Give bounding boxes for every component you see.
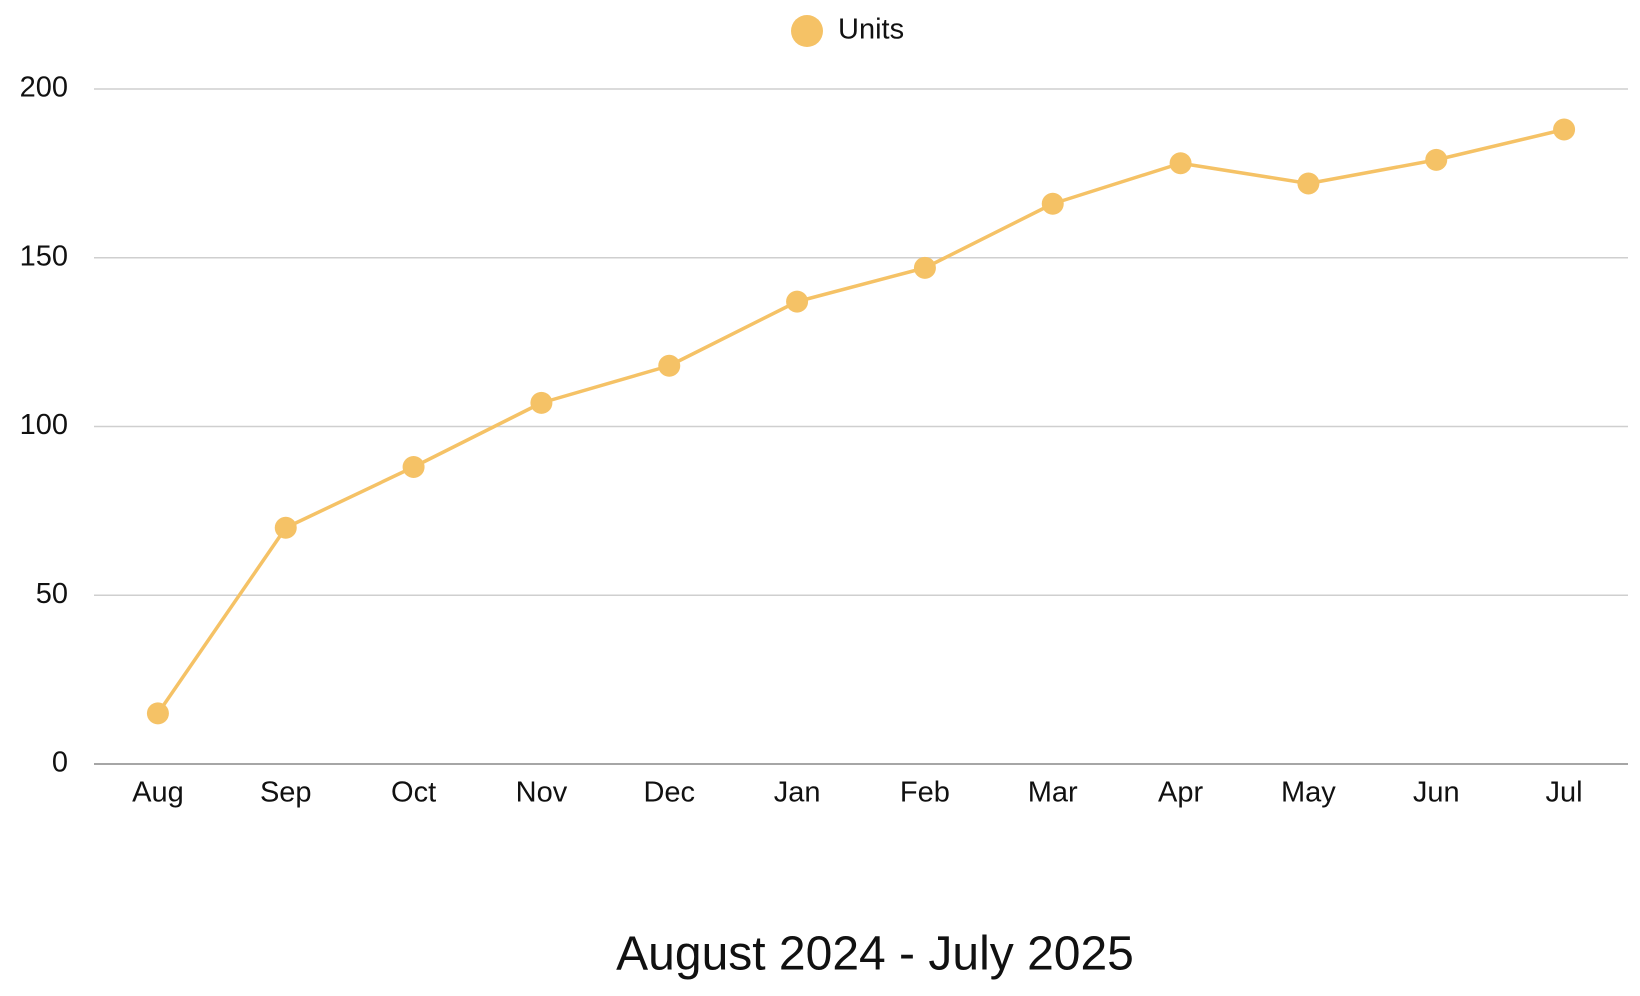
x-tick-label: Jun bbox=[1413, 777, 1460, 809]
x-tick-label: May bbox=[1281, 777, 1336, 809]
point bbox=[274, 516, 297, 539]
y-tick-label: 50 bbox=[36, 578, 68, 610]
x-tick-label: Feb bbox=[900, 777, 950, 809]
y-tick-label: 150 bbox=[20, 240, 68, 272]
x-axis-title: August 2024 - July 2025 bbox=[616, 928, 1134, 981]
legend-marker bbox=[791, 15, 823, 47]
point bbox=[786, 290, 809, 313]
x-tick-label: Jul bbox=[1546, 777, 1583, 809]
x-tick-label: Apr bbox=[1158, 777, 1203, 809]
line bbox=[156, 127, 1565, 715]
x-tick-label: Oct bbox=[391, 777, 436, 809]
x-tick-label: Sep bbox=[260, 777, 312, 809]
y-tick-label: 200 bbox=[20, 72, 68, 104]
point bbox=[146, 702, 169, 725]
point bbox=[913, 256, 936, 279]
point bbox=[1169, 152, 1192, 175]
y-tick-label: 100 bbox=[20, 409, 68, 441]
point bbox=[530, 391, 553, 414]
point bbox=[658, 354, 681, 377]
x-tick-label: Nov bbox=[516, 777, 568, 809]
legend-label: Units bbox=[838, 14, 904, 46]
x-tick-label: Aug bbox=[132, 777, 184, 809]
point bbox=[1553, 118, 1576, 141]
x-tick-label: Mar bbox=[1028, 777, 1078, 809]
point bbox=[1297, 172, 1320, 195]
y-tick-label: 0 bbox=[52, 747, 68, 779]
point bbox=[402, 456, 425, 478]
point bbox=[1041, 192, 1064, 215]
x-tick-label: Dec bbox=[643, 777, 695, 809]
x-tick-label: Jan bbox=[774, 777, 821, 809]
point bbox=[1425, 148, 1448, 171]
